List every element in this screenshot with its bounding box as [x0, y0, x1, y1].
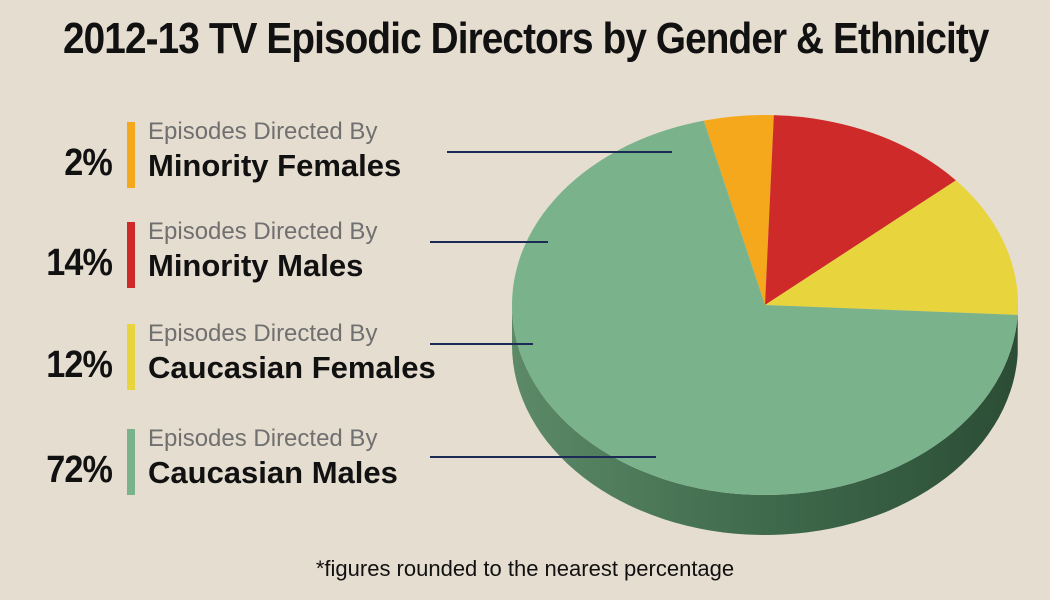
legend-item-caucasian-females: 12% Episodes Directed By Caucasian Femal… — [0, 320, 520, 404]
legend-prefix: Episodes Directed By — [148, 425, 378, 452]
pie-sides — [512, 305, 1018, 536]
footnote: *figures rounded to the nearest percenta… — [315, 556, 735, 581]
legend-item-minority-females: 2% Episodes Directed By Minority Females — [0, 118, 520, 202]
legend-item-caucasian-males: 72% Episodes Directed By Caucasian Males — [0, 425, 520, 509]
legend-label: Caucasian Females — [148, 350, 436, 385]
legend-prefix: Episodes Directed By — [148, 320, 378, 347]
pie-slices — [512, 115, 1018, 496]
legend-swatch — [127, 429, 135, 495]
pie-slice-minority-males — [765, 115, 956, 305]
pie-slice-caucasian-females — [765, 180, 1018, 315]
chart-title: 2012-13 TV Episodic Directors by Gender … — [63, 14, 989, 63]
pie-leader-lines — [430, 151, 672, 458]
legend-prefix: Episodes Directed By — [148, 118, 378, 145]
legend-percent: 12% — [46, 344, 113, 386]
legend-swatch — [127, 122, 135, 188]
pie-side-caucasian-males-b — [512, 305, 1018, 536]
legend-swatch — [127, 324, 135, 390]
legend-swatch — [127, 222, 135, 288]
legend-percent: 14% — [46, 242, 113, 284]
legend-label: Caucasian Males — [148, 455, 398, 490]
legend-label: Minority Females — [148, 148, 402, 183]
legend-label: Minority Males — [148, 248, 364, 283]
pie-slice-caucasian-males — [512, 120, 1018, 496]
legend-percent: 72% — [46, 449, 113, 491]
legend-item-minority-males: 14% Episodes Directed By Minority Males — [0, 218, 520, 302]
legend-percent: 2% — [64, 142, 113, 184]
pie-slice-minority-females — [703, 115, 774, 306]
legend-prefix: Episodes Directed By — [148, 218, 378, 245]
